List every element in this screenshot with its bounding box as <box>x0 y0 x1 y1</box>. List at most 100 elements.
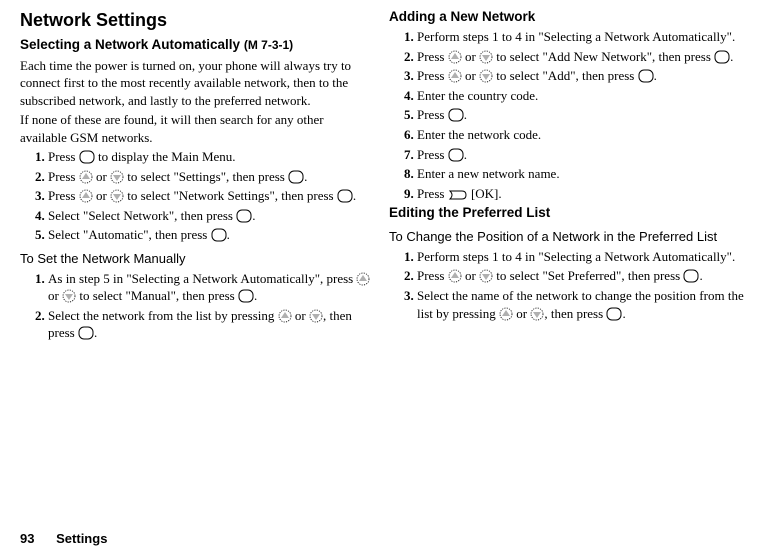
list-item: Enter the network code. <box>417 126 758 144</box>
text: to select "Network Settings", then press <box>124 188 337 203</box>
center-key-icon <box>448 148 464 162</box>
text: . <box>654 68 657 83</box>
list-item: Press or to select "Add", then press . <box>417 67 758 85</box>
text: . <box>94 325 97 340</box>
list-item: Select the network from the list by pres… <box>48 307 371 342</box>
text: Press <box>48 149 79 164</box>
left-column: Network Settings Selecting a Network Aut… <box>20 8 389 530</box>
list-item: Enter the country code. <box>417 87 758 105</box>
text: As in step 5 in "Selecting a Network Aut… <box>48 271 356 286</box>
page-title: Network Settings <box>20 8 371 32</box>
paragraph: Each time the power is turned on, your p… <box>20 57 371 110</box>
page-number: 93 <box>20 531 34 546</box>
text: Press <box>417 268 448 283</box>
list-item: Press . <box>417 146 758 164</box>
list-item: Select the name of the network to change… <box>417 287 758 322</box>
paragraph: If none of these are found, it will then… <box>20 111 371 146</box>
list-item: Select "Select Network", then press . <box>48 207 371 225</box>
center-key-icon <box>238 289 254 303</box>
text: [OK]. <box>468 186 502 201</box>
up-key-icon <box>79 170 93 184</box>
center-key-icon <box>448 108 464 122</box>
list-item: Select "Automatic", then press . <box>48 226 371 244</box>
text: or <box>462 268 479 283</box>
center-key-icon <box>79 150 95 164</box>
list-item: Perform steps 1 to 4 in "Selecting a Net… <box>417 28 758 46</box>
down-key-icon <box>309 309 323 323</box>
text: . <box>227 227 230 242</box>
text: Press <box>417 107 448 122</box>
up-key-icon <box>278 309 292 323</box>
text: Press <box>48 169 79 184</box>
steps-preferred-position: Perform steps 1 to 4 in "Selecting a Net… <box>389 248 758 322</box>
center-key-icon <box>288 170 304 184</box>
text: Press <box>417 49 448 64</box>
menu-ref: (M 7-3-1) <box>244 38 293 52</box>
text: . <box>622 306 625 321</box>
up-key-icon <box>448 50 462 64</box>
steps-manual: As in step 5 in "Selecting a Network Aut… <box>20 270 371 342</box>
text: or <box>462 68 479 83</box>
section-heading-edit-preferred: Editing the Preferred List <box>389 204 758 222</box>
center-key-icon <box>683 269 699 283</box>
text: . <box>252 208 255 223</box>
text: Select "Select Network", then press <box>48 208 236 223</box>
text: Press <box>417 147 448 162</box>
heading-text: Selecting a Network Automatically <box>20 37 240 52</box>
steps-add-network: Perform steps 1 to 4 in "Selecting a Net… <box>389 28 758 202</box>
text: . <box>304 169 307 184</box>
list-item: Press or to select "Add New Network", th… <box>417 48 758 66</box>
down-key-icon <box>110 170 124 184</box>
up-key-icon <box>448 269 462 283</box>
footer-label: Settings <box>56 531 107 546</box>
list-item: Enter a new network name. <box>417 165 758 183</box>
up-key-icon <box>448 69 462 83</box>
list-item: Press or to select "Settings", then pres… <box>48 168 371 186</box>
footer: 93 Settings <box>0 530 778 548</box>
text: . <box>464 147 467 162</box>
down-key-icon <box>530 307 544 321</box>
list-item: Press or to select "Network Settings", t… <box>48 187 371 205</box>
section-heading-add-network: Adding a New Network <box>389 8 758 26</box>
text: or <box>292 308 309 323</box>
down-key-icon <box>479 50 493 64</box>
center-key-icon <box>211 228 227 242</box>
text: to select "Settings", then press <box>124 169 288 184</box>
text: or <box>93 169 110 184</box>
down-key-icon <box>62 289 76 303</box>
center-key-icon <box>714 50 730 64</box>
subheading-manual: To Set the Network Manually <box>20 250 371 268</box>
text: or <box>513 306 530 321</box>
text: to select "Set Preferred", then press <box>493 268 683 283</box>
text: or <box>93 188 110 203</box>
text: , then press <box>544 306 606 321</box>
text: Press <box>48 188 79 203</box>
down-key-icon <box>479 269 493 283</box>
text: to display the Main Menu. <box>95 149 236 164</box>
center-key-icon <box>78 326 94 340</box>
text: or <box>462 49 479 64</box>
text: or <box>48 288 62 303</box>
text: to select "Add New Network", then press <box>493 49 714 64</box>
text: . <box>464 107 467 122</box>
center-key-icon <box>606 307 622 321</box>
text: . <box>254 288 257 303</box>
softkey-icon <box>448 189 468 201</box>
right-column: Adding a New Network Perform steps 1 to … <box>389 8 758 530</box>
down-key-icon <box>479 69 493 83</box>
list-item: Press or to select "Set Preferred", then… <box>417 267 758 285</box>
up-key-icon <box>356 272 370 286</box>
text: to select "Manual", then press <box>76 288 238 303</box>
list-item: Press to display the Main Menu. <box>48 148 371 166</box>
text: Press <box>417 68 448 83</box>
text: Press <box>417 186 448 201</box>
text: Select the network from the list by pres… <box>48 308 278 323</box>
text: . <box>699 268 702 283</box>
steps-auto-select: Press to display the Main Menu. Press or… <box>20 148 371 244</box>
list-item: As in step 5 in "Selecting a Network Aut… <box>48 270 371 305</box>
page: Network Settings Selecting a Network Aut… <box>0 0 778 530</box>
text: to select "Add", then press <box>493 68 638 83</box>
text: Select "Automatic", then press <box>48 227 211 242</box>
list-item: Press [OK]. <box>417 185 758 203</box>
center-key-icon <box>236 209 252 223</box>
